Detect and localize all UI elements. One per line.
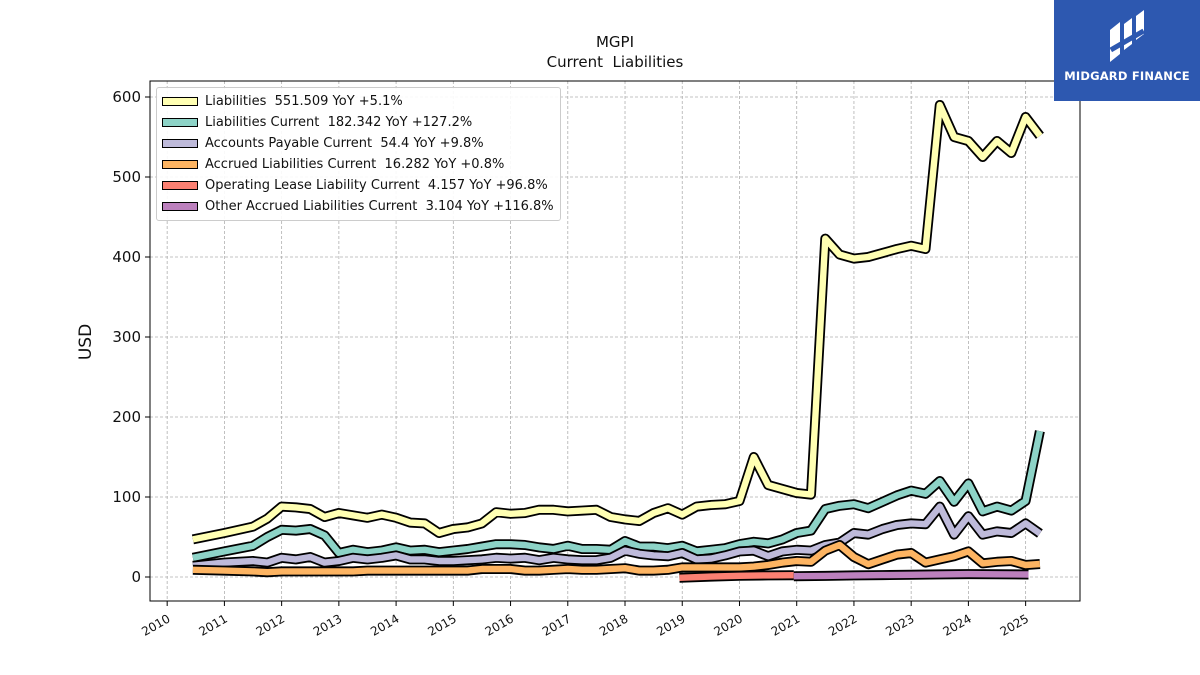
series-line-5 bbox=[679, 570, 794, 583]
chart-subtitle: Current Liabilities bbox=[547, 53, 684, 71]
y-tick-label: 200 bbox=[112, 408, 141, 426]
legend-label: Accrued Liabilities Current 16.282 YoY +… bbox=[205, 157, 505, 172]
series-core bbox=[192, 541, 1041, 576]
series-line-6 bbox=[793, 569, 1029, 582]
x-tick-label: 2015 bbox=[425, 611, 458, 638]
legend-item: Accounts Payable Current 54.4 YoY +9.8% bbox=[161, 133, 554, 154]
legend-swatch bbox=[162, 118, 198, 127]
y-tick-label: 100 bbox=[112, 488, 141, 506]
x-tick-label: 2017 bbox=[540, 611, 573, 638]
chart-legend: Liabilities 551.509 YoY +5.1% Liabilities… bbox=[156, 87, 561, 221]
x-tick-label: 2023 bbox=[883, 611, 916, 638]
plot-frame bbox=[149, 80, 1081, 602]
y-tick-label: 400 bbox=[112, 248, 141, 266]
x-tick-label: 2013 bbox=[311, 611, 344, 638]
legend-item: Accrued Liabilities Current 16.282 YoY +… bbox=[161, 154, 554, 175]
legend-swatch bbox=[162, 139, 198, 148]
x-tick-label: 2020 bbox=[712, 611, 745, 638]
x-tick-label: 2025 bbox=[998, 611, 1031, 638]
legend-swatch bbox=[162, 202, 198, 211]
series-outline bbox=[191, 430, 1045, 563]
x-tick-label: 2024 bbox=[940, 611, 973, 638]
series-core bbox=[192, 503, 1042, 569]
legend-item: Other Accrued Liabilities Current 3.104 … bbox=[161, 196, 554, 217]
legend-swatch bbox=[162, 97, 198, 106]
series-core bbox=[679, 572, 794, 581]
legend-swatch bbox=[162, 160, 198, 169]
y-tick-label: 500 bbox=[112, 168, 141, 186]
legend-label: Liabilities 551.509 YoY +5.1% bbox=[205, 94, 403, 109]
chart-title: MGPI bbox=[596, 33, 634, 51]
x-tick-label: 2021 bbox=[769, 611, 802, 638]
series-lines bbox=[191, 100, 1045, 583]
y-tick-label: 300 bbox=[112, 328, 141, 346]
y-tick-label: 600 bbox=[112, 88, 141, 106]
series-core bbox=[192, 430, 1044, 561]
series-line-3 bbox=[192, 501, 1043, 571]
x-tick-label: 2018 bbox=[597, 611, 630, 638]
legend-label: Accounts Payable Current 54.4 YoY +9.8% bbox=[205, 136, 484, 151]
brand-logo: MIDGARD FINANCE bbox=[1054, 0, 1200, 101]
legend-item: Liabilities Current 182.342 YoY +127.2% bbox=[161, 112, 554, 133]
midgard-logo-icon bbox=[1109, 10, 1145, 62]
x-tick-label: 2012 bbox=[254, 611, 287, 638]
x-tick-label: 2022 bbox=[826, 611, 859, 638]
series-line-1 bbox=[191, 100, 1044, 545]
series-core bbox=[793, 570, 1029, 580]
legend-label: Liabilities Current 182.342 YoY +127.2% bbox=[205, 115, 473, 130]
series-core bbox=[192, 101, 1043, 543]
legend-label: Other Accrued Liabilities Current 3.104 … bbox=[205, 199, 554, 214]
x-tick-label: 2014 bbox=[368, 611, 401, 638]
x-tick-label: 2010 bbox=[139, 611, 172, 638]
legend-swatch bbox=[162, 181, 198, 190]
x-tick-label: 2019 bbox=[654, 611, 687, 638]
series-line-2 bbox=[191, 430, 1045, 563]
legend-item: Operating Lease Liability Current 4.157 … bbox=[161, 175, 554, 196]
x-tick-label: 2016 bbox=[483, 611, 516, 638]
y-tick-label: 0 bbox=[131, 568, 141, 586]
brand-name: MIDGARD FINANCE bbox=[1064, 69, 1190, 83]
series-line-4 bbox=[192, 540, 1041, 578]
legend-item: Liabilities 551.509 YoY +5.1% bbox=[161, 91, 554, 112]
x-tick-label: 2011 bbox=[196, 611, 229, 638]
y-axis-label: USD bbox=[76, 324, 96, 360]
legend-label: Operating Lease Liability Current 4.157 … bbox=[205, 178, 548, 193]
